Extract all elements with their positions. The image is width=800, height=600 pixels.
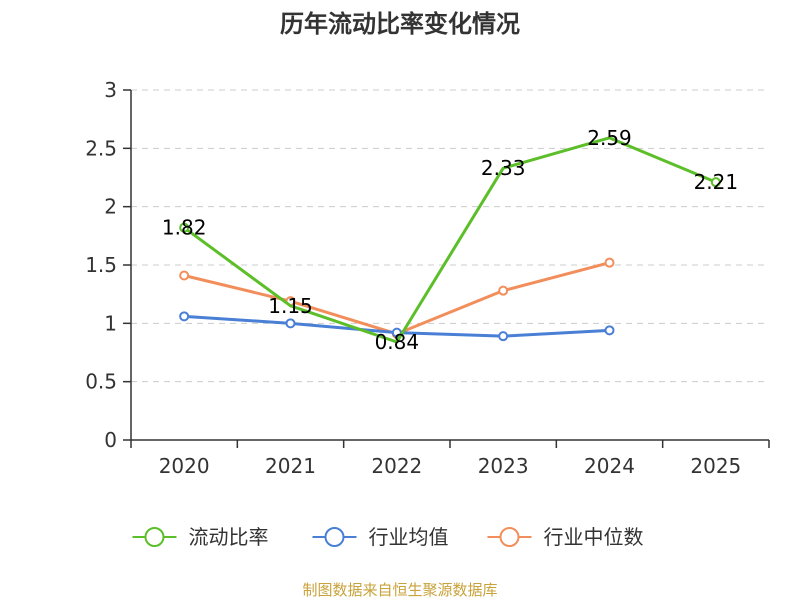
legend: 流动比率 行业均值 行业中位数: [132, 525, 644, 549]
x-tick-label: 2024: [584, 454, 635, 478]
data-point-1: [604, 325, 615, 336]
data-point-1: [179, 311, 190, 322]
data-label: 2.33: [481, 156, 526, 180]
data-point-2: [604, 257, 615, 268]
data-label: 2.21: [694, 170, 739, 194]
data-point-1: [498, 331, 509, 342]
data-point-0: [710, 177, 721, 188]
data-labels: 1.82 1.15 0.84 2.33 2.59 2.21: [162, 126, 738, 354]
series: [179, 136, 721, 344]
y-tick-label: 2.5: [85, 136, 117, 160]
legend-label-0: 流动比率: [189, 525, 269, 549]
data-label: 0.84: [375, 330, 420, 354]
y-tick-label: 1: [104, 311, 117, 335]
legend-label-1: 行业均值: [369, 525, 449, 549]
data-point-0: [179, 222, 190, 233]
grid: [131, 89, 769, 383]
x-tick-label: 2022: [371, 454, 422, 478]
data-point-2: [498, 285, 509, 296]
axes: 0 0.5 1 1.5 2 2.5 3 2020 2021 2022 2023 2024 2025: [85, 78, 770, 478]
legend-swatch-marker-1: [324, 527, 345, 547]
y-tick-label: 3: [104, 78, 117, 102]
y-tick-label: 0: [104, 428, 117, 452]
x-tick-label: 2020: [159, 454, 210, 478]
legend-swatch-marker-2: [499, 527, 520, 547]
y-tick-label: 2: [104, 195, 117, 219]
data-point-2: [179, 270, 190, 281]
series-line-0: [183, 136, 717, 344]
data-point-1: [285, 318, 296, 329]
data-label: 1.15: [268, 294, 313, 318]
x-tick-label: 2025: [690, 454, 741, 478]
x-tick-label: 2023: [478, 454, 529, 478]
legend-label-2: 行业中位数: [544, 525, 644, 549]
legend-swatch-marker-0: [144, 527, 165, 547]
data-label: 2.59: [587, 126, 632, 150]
data-label: 1.82: [162, 216, 207, 240]
y-tick-label: 0.5: [85, 370, 117, 394]
source-note: 制图数据来自恒生聚源数据库: [302, 581, 497, 599]
y-tick-label: 1.5: [85, 253, 117, 277]
chart-title: 历年流动比率变化情况: [280, 10, 520, 38]
x-tick-label: 2021: [265, 454, 316, 478]
